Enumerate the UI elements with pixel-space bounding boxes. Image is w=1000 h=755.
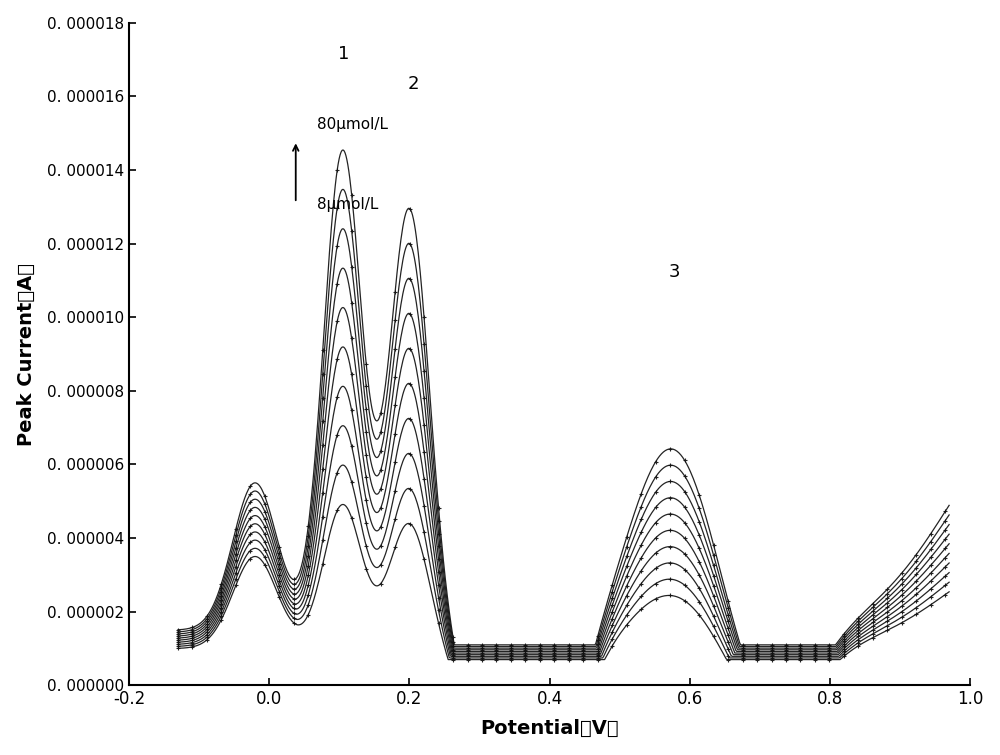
- Y-axis label: Peak Current（A）: Peak Current（A）: [17, 263, 36, 445]
- Text: 8μmol/L: 8μmol/L: [317, 196, 378, 211]
- X-axis label: Potential（V）: Potential（V）: [480, 720, 619, 738]
- Text: 3: 3: [669, 263, 680, 281]
- Text: 80μmol/L: 80μmol/L: [317, 118, 388, 132]
- Text: 2: 2: [408, 75, 419, 93]
- Text: 1: 1: [338, 45, 349, 63]
